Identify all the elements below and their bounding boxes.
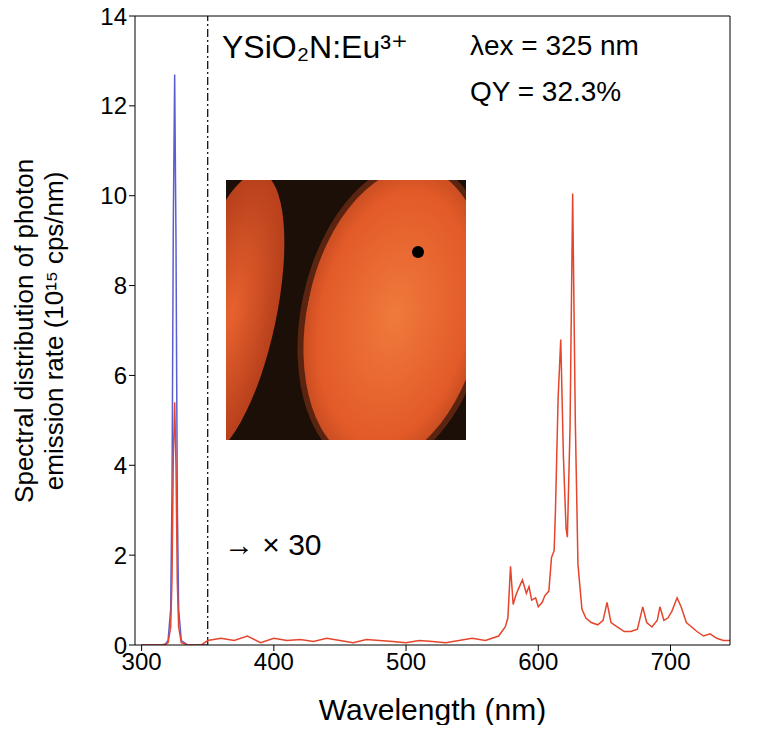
svg-text:0: 0 (114, 632, 127, 659)
svg-text:4: 4 (114, 452, 127, 479)
svg-text:2: 2 (114, 542, 127, 569)
html-text:λex = 325 nm: λex = 325 nm (470, 30, 639, 61)
svg-text:6: 6 (114, 362, 127, 389)
svg-text:700: 700 (650, 648, 690, 675)
html-text:YSiO₂N:Eu³⁺: YSiO₂N:Eu³⁺ (222, 29, 408, 65)
svg-text:14: 14 (100, 3, 127, 30)
html-text:→ × 30: → × 30 (224, 528, 322, 561)
svg-text:400: 400 (254, 648, 294, 675)
svg-text:Wavelength (nm): Wavelength (nm) (319, 693, 546, 725)
svg-text:8: 8 (114, 272, 127, 299)
svg-text:10: 10 (100, 182, 127, 209)
html-text:QY = 32.3%: QY = 32.3% (470, 76, 622, 107)
html-text:Spectral distribution of photo: Spectral distribution of photon (9, 158, 40, 503)
svg-text:600: 600 (518, 648, 558, 675)
svg-text:500: 500 (386, 648, 426, 675)
svg-text:300: 300 (122, 648, 162, 675)
svg-text:12: 12 (100, 92, 127, 119)
html-text:emission rate (10¹⁵ cps/nm): emission rate (10¹⁵ cps/nm) (39, 171, 69, 490)
